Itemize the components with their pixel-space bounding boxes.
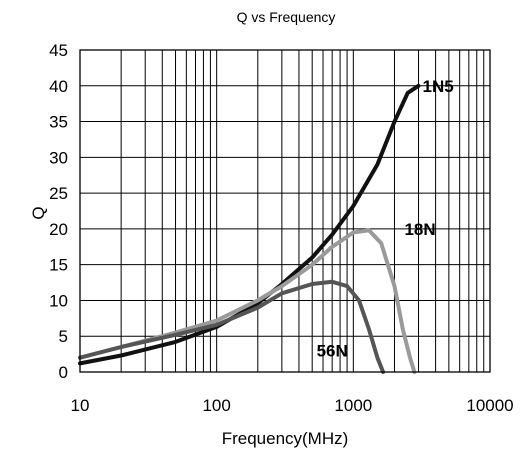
y-tick-label: 45 [49, 41, 68, 60]
y-axis-ticks: 0 5 10 15 20 25 30 35 40 45 [49, 41, 68, 382]
y-tick-label: 5 [59, 327, 68, 346]
chart-title: Q vs Frequency [237, 9, 336, 25]
x-tick-label: 10000 [466, 396, 513, 415]
grid [80, 50, 490, 372]
y-tick-label: 40 [49, 77, 68, 96]
series-line-18n [78, 228, 417, 374]
series-labels: 1N5 18N 56N [317, 77, 454, 361]
y-tick-label: 20 [49, 220, 68, 239]
series-layer [78, 83, 421, 374]
x-axis-label: Frequency(MHz) [222, 429, 349, 448]
y-tick-label: 15 [49, 256, 68, 275]
y-tick-label: 0 [59, 363, 68, 382]
x-tick-label: 100 [202, 396, 230, 415]
y-tick-label: 35 [49, 113, 68, 132]
y-tick-label: 25 [49, 184, 68, 203]
x-tick-label: 10 [71, 396, 90, 415]
series-line-1n5 [78, 83, 421, 366]
y-axis-label: Q [29, 206, 48, 219]
x-axis-ticks: 10 100 1000 10000 [71, 396, 514, 415]
series-label-1n5: 1N5 [423, 77, 454, 96]
y-tick-label: 10 [49, 291, 68, 310]
x-tick-label: 1000 [334, 396, 372, 415]
series-label-18n: 18N [404, 220, 435, 239]
plot-frame [79, 49, 491, 373]
series-line-56n [78, 279, 386, 374]
y-tick-label: 30 [49, 148, 68, 167]
series-label-56n: 56N [317, 342, 348, 361]
